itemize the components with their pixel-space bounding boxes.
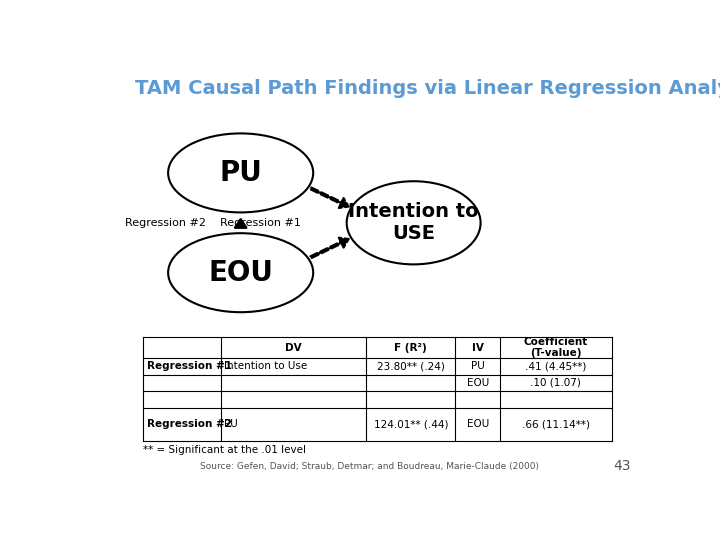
Text: EOU: EOU	[467, 378, 489, 388]
Text: F (R²): F (R²)	[395, 342, 427, 353]
Text: 124.01** (.44): 124.01** (.44)	[374, 420, 448, 429]
Text: PU: PU	[224, 420, 238, 429]
FancyArrowPatch shape	[235, 219, 246, 228]
Text: PU: PU	[471, 361, 485, 372]
Text: EOU: EOU	[467, 420, 489, 429]
Text: ** = Significant at the .01 level: ** = Significant at the .01 level	[143, 446, 306, 455]
Text: .66 (11.14**): .66 (11.14**)	[522, 420, 590, 429]
Text: Intention to
USE: Intention to USE	[348, 202, 479, 244]
Text: IV: IV	[472, 342, 484, 353]
Text: PU: PU	[220, 159, 262, 187]
Text: Coefficient
(T-value): Coefficient (T-value)	[524, 337, 588, 359]
Text: Regression #2: Regression #2	[147, 420, 232, 429]
Text: Source: Gefen, David; Straub, Detmar; and Boudreau, Marie-Claude (2000): Source: Gefen, David; Straub, Detmar; an…	[199, 462, 539, 471]
Text: TAM Causal Path Findings via Linear Regression Analysis: TAM Causal Path Findings via Linear Regr…	[135, 79, 720, 98]
Text: 43: 43	[613, 459, 631, 473]
Text: Regression #1: Regression #1	[220, 218, 301, 228]
Text: DV: DV	[285, 342, 302, 353]
FancyArrowPatch shape	[310, 238, 348, 258]
Text: Regression #1: Regression #1	[147, 361, 232, 372]
Text: .10 (1.07): .10 (1.07)	[531, 378, 581, 388]
Text: .41 (4.45**): .41 (4.45**)	[526, 361, 587, 372]
Text: Intention to Use: Intention to Use	[224, 361, 307, 372]
FancyArrowPatch shape	[310, 187, 348, 208]
Text: Regression #2: Regression #2	[125, 218, 206, 228]
Text: EOU: EOU	[208, 259, 273, 287]
Text: 23.80** (.24): 23.80** (.24)	[377, 361, 445, 372]
